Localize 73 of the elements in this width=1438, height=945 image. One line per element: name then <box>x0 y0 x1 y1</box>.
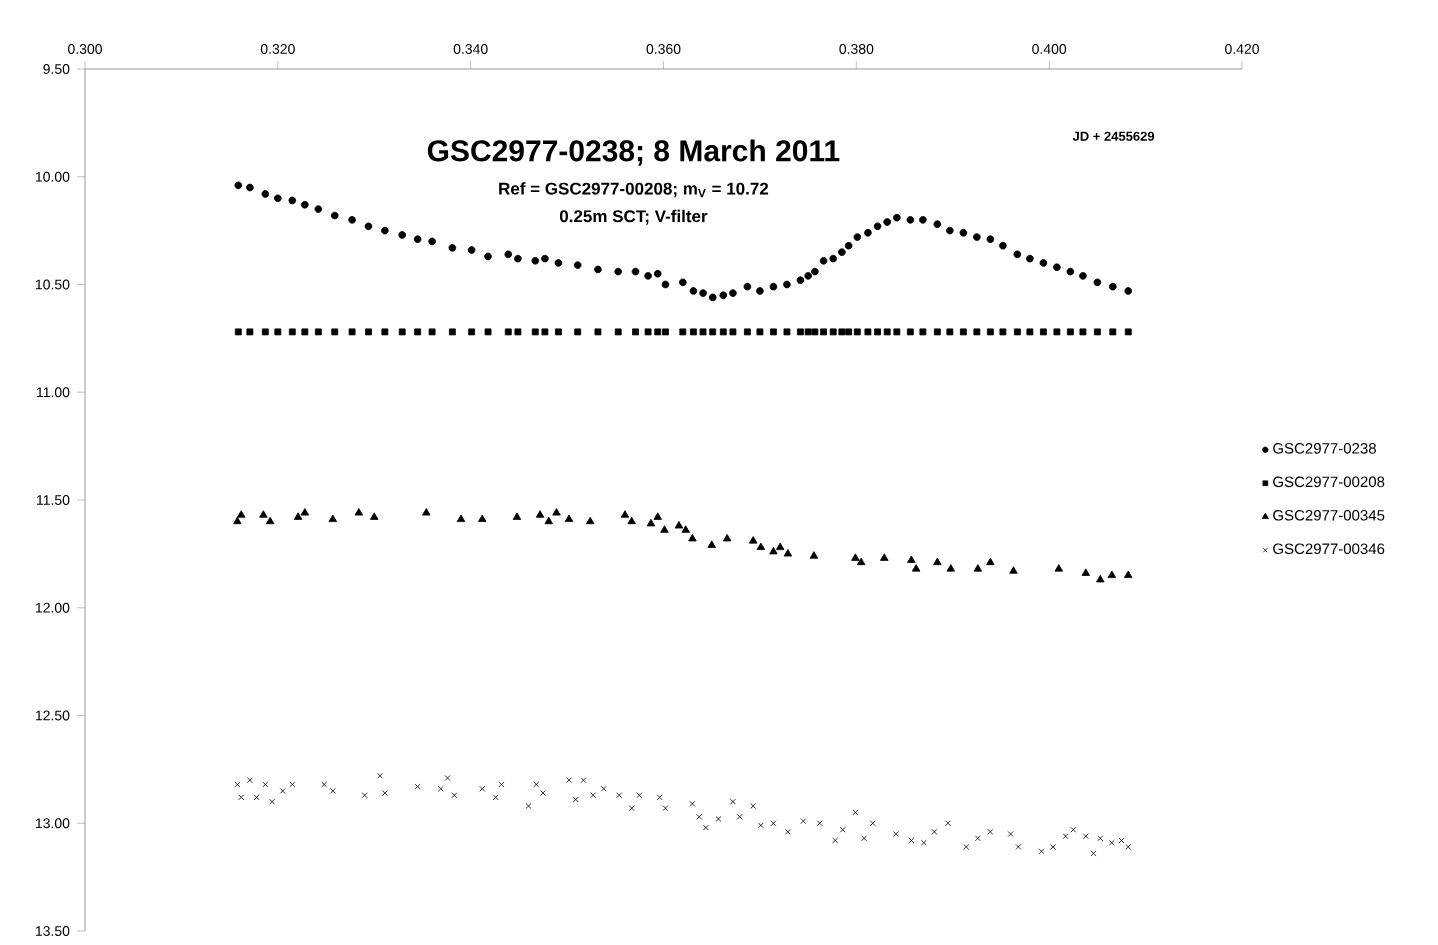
point <box>564 514 574 522</box>
x-tick-label: 0.320 <box>260 44 295 54</box>
point <box>236 510 246 518</box>
point <box>646 518 656 527</box>
point <box>1107 570 1117 579</box>
point <box>1009 566 1018 574</box>
point <box>1124 570 1133 579</box>
x-tick-label: 0.380 <box>839 44 874 54</box>
point <box>512 512 522 520</box>
x-tick-label: 0.420 <box>1225 44 1259 54</box>
point <box>783 549 793 557</box>
point <box>907 555 916 563</box>
point <box>370 512 379 520</box>
text: GSC2977-0238; 8 March 2011 <box>427 139 840 166</box>
point <box>552 508 561 516</box>
y-tick-label: 12.00 <box>35 602 70 613</box>
point <box>856 557 866 566</box>
y-tick-label: 12.50 <box>35 710 70 721</box>
point <box>620 510 630 518</box>
point <box>660 525 669 533</box>
point <box>688 533 697 542</box>
point <box>986 557 995 566</box>
point <box>880 553 889 561</box>
x-tick-label: 0.300 <box>68 44 102 54</box>
point <box>259 510 268 518</box>
legend-label: GSC2977-00345 <box>1273 509 1385 521</box>
point <box>456 514 466 522</box>
point <box>722 533 732 542</box>
point <box>627 516 636 525</box>
point <box>1081 568 1091 576</box>
x-tick-label: 0.360 <box>646 44 681 54</box>
point <box>233 516 242 525</box>
point <box>851 553 860 561</box>
point <box>775 542 785 550</box>
point <box>707 540 716 548</box>
y-tick-label: 9.50 <box>43 64 70 74</box>
y-tick-label: 11.50 <box>37 495 70 505</box>
point <box>769 546 778 555</box>
x-tick-label: 0.400 <box>1032 44 1067 54</box>
y-tick-label: 10.00 <box>35 171 70 182</box>
point <box>535 510 545 518</box>
point <box>586 516 595 525</box>
point <box>809 551 819 559</box>
x-tick-label: 0.340 <box>453 44 488 54</box>
point <box>1096 574 1105 583</box>
point <box>933 557 942 566</box>
point <box>354 508 364 516</box>
y-tick-label: 13.50 <box>35 926 70 936</box>
point <box>544 516 553 525</box>
point <box>756 542 766 550</box>
point <box>748 536 758 544</box>
point <box>300 508 310 516</box>
point <box>674 521 684 529</box>
annotation: 0.25m SCT; V-filter <box>559 209 708 225</box>
point <box>911 564 921 572</box>
x-axis-title: JD + 2455629 <box>1072 131 1155 141</box>
point <box>973 564 983 572</box>
point <box>422 508 431 516</box>
point <box>293 512 303 520</box>
point <box>946 564 956 572</box>
y-tick-label: 11.00 <box>37 387 70 398</box>
point <box>478 514 487 522</box>
point <box>681 525 690 533</box>
point <box>265 516 275 525</box>
legend-label: GSC2977-0238 <box>1273 443 1376 454</box>
legend-label: GSC2977-00346 <box>1273 543 1385 555</box>
y-tick-label: 13.00 <box>35 818 70 829</box>
y-tick-label: 10.50 <box>35 279 70 290</box>
point <box>653 512 662 520</box>
point <box>328 514 338 522</box>
text: Ref = GSC2977-00208; m$_{V}$ = 10.72 <box>499 182 769 198</box>
point <box>1054 564 1064 572</box>
legend-label: GSC2977-00208 <box>1273 476 1385 488</box>
